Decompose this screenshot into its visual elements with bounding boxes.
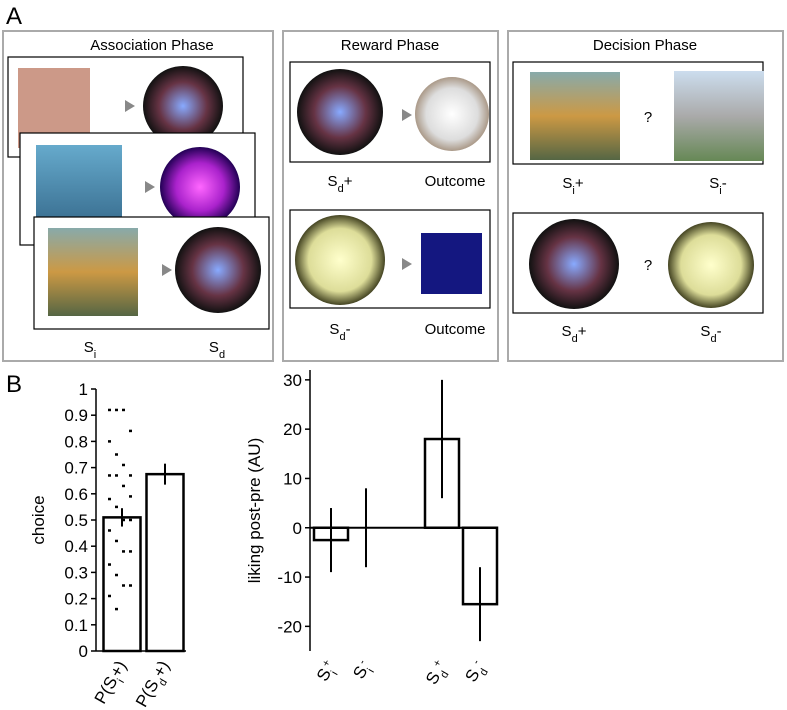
y-tick-label: 30 xyxy=(283,371,302,390)
y-tick-label: -10 xyxy=(277,568,302,587)
image xyxy=(529,219,619,309)
arrows xyxy=(115,100,412,276)
label-part: +) xyxy=(149,658,173,681)
image xyxy=(48,228,138,316)
label-part: d xyxy=(338,183,344,195)
image xyxy=(143,66,223,146)
image xyxy=(175,227,261,313)
phase-label: Outcome xyxy=(425,173,486,190)
label-part: Outcome xyxy=(425,173,486,190)
label-part: S xyxy=(328,173,338,190)
y-tick-label: 1 xyxy=(79,380,88,399)
phase-label: Si- xyxy=(709,175,726,197)
label-part: i xyxy=(115,677,127,685)
label-part: - xyxy=(356,657,368,666)
x-tick-label: P(Sd+) xyxy=(132,658,178,710)
label-part: d xyxy=(438,669,451,680)
label-part: d xyxy=(157,677,170,688)
label-part: - xyxy=(470,657,482,666)
image xyxy=(421,233,482,294)
label-part: S xyxy=(84,339,94,356)
label-part: - xyxy=(717,323,722,340)
y-axis-label: liking post-pre (AU) xyxy=(245,438,264,584)
label-part: S xyxy=(562,323,572,340)
y-tick-label: 0.9 xyxy=(64,406,88,425)
y-tick-label: 0.1 xyxy=(64,616,88,635)
x-tick-label: Sd- xyxy=(461,657,493,688)
panel-label: B xyxy=(6,371,22,398)
label-part: - xyxy=(722,175,727,192)
x-tick-label: Si+ xyxy=(313,658,344,688)
image xyxy=(668,222,754,308)
y-tick-label: 0.3 xyxy=(64,563,88,582)
label-part: S xyxy=(329,321,339,338)
image xyxy=(530,72,620,160)
image xyxy=(297,69,383,155)
label-part: + xyxy=(578,323,587,340)
phase-label: Si+ xyxy=(562,175,583,197)
label-part: d xyxy=(219,349,225,361)
x-tick-label: P(Si+) xyxy=(91,658,135,710)
question-mark: ? xyxy=(644,109,652,126)
x-tick-label: Sd+ xyxy=(422,658,455,691)
phase-label: Sd- xyxy=(700,323,721,345)
panel-label: A xyxy=(6,3,22,30)
y-tick-label: 0.2 xyxy=(64,590,88,609)
label-part: Outcome xyxy=(425,321,486,338)
phase-label: Sd- xyxy=(329,321,350,343)
label-part: S xyxy=(349,663,371,682)
phase-label: Si xyxy=(84,339,96,361)
y-tick-label: 0.8 xyxy=(64,432,88,451)
phase-label: Outcome xyxy=(425,321,486,338)
phase-title: Decision Phase xyxy=(593,37,697,54)
phase-label: Sd+ xyxy=(328,173,353,195)
label-part: d xyxy=(572,333,578,345)
label-part: d xyxy=(339,331,345,343)
label-part: i xyxy=(572,185,574,197)
label-part: S xyxy=(709,175,719,192)
label-part: + xyxy=(344,173,353,190)
label-part: S xyxy=(313,665,335,684)
label-part: i xyxy=(365,667,377,675)
bar xyxy=(145,472,185,653)
label-part: + xyxy=(431,658,445,670)
label-part: + xyxy=(575,175,584,192)
y-tick-label: 20 xyxy=(283,420,302,439)
label-part: + xyxy=(320,658,334,670)
label-part: d xyxy=(478,667,491,678)
label-part: i xyxy=(719,185,721,197)
label-part: S xyxy=(562,175,572,192)
label-part: S xyxy=(700,323,710,340)
y-tick-label: 10 xyxy=(283,469,302,488)
y-tick-label: 0 xyxy=(79,642,88,661)
panel-a-art xyxy=(2,30,784,362)
bar xyxy=(102,516,142,653)
y-tick-label: 0.5 xyxy=(64,511,88,530)
phase-label: Sd+ xyxy=(562,323,587,345)
label-part: - xyxy=(346,321,351,338)
image xyxy=(160,147,240,227)
phase-title: Association Phase xyxy=(90,37,213,54)
image xyxy=(415,77,489,151)
label-part: S xyxy=(209,339,219,356)
image xyxy=(674,71,764,161)
label-part: i xyxy=(94,349,96,361)
y-tick-label: 0.7 xyxy=(64,459,88,478)
label-part: d xyxy=(710,333,716,345)
y-tick-label: 0.6 xyxy=(64,485,88,504)
question-mark: ? xyxy=(644,257,652,274)
image xyxy=(295,215,385,305)
y-axis-label: choice xyxy=(29,495,48,544)
y-tick-label: 0 xyxy=(293,519,302,538)
label-part: i xyxy=(329,669,341,677)
y-tick-label: -20 xyxy=(277,617,302,636)
phase-label: Sd xyxy=(209,339,225,361)
x-tick-label: Si- xyxy=(349,657,379,684)
phase-title: Reward Phase xyxy=(341,37,439,54)
y-tick-label: 0.4 xyxy=(64,537,88,556)
